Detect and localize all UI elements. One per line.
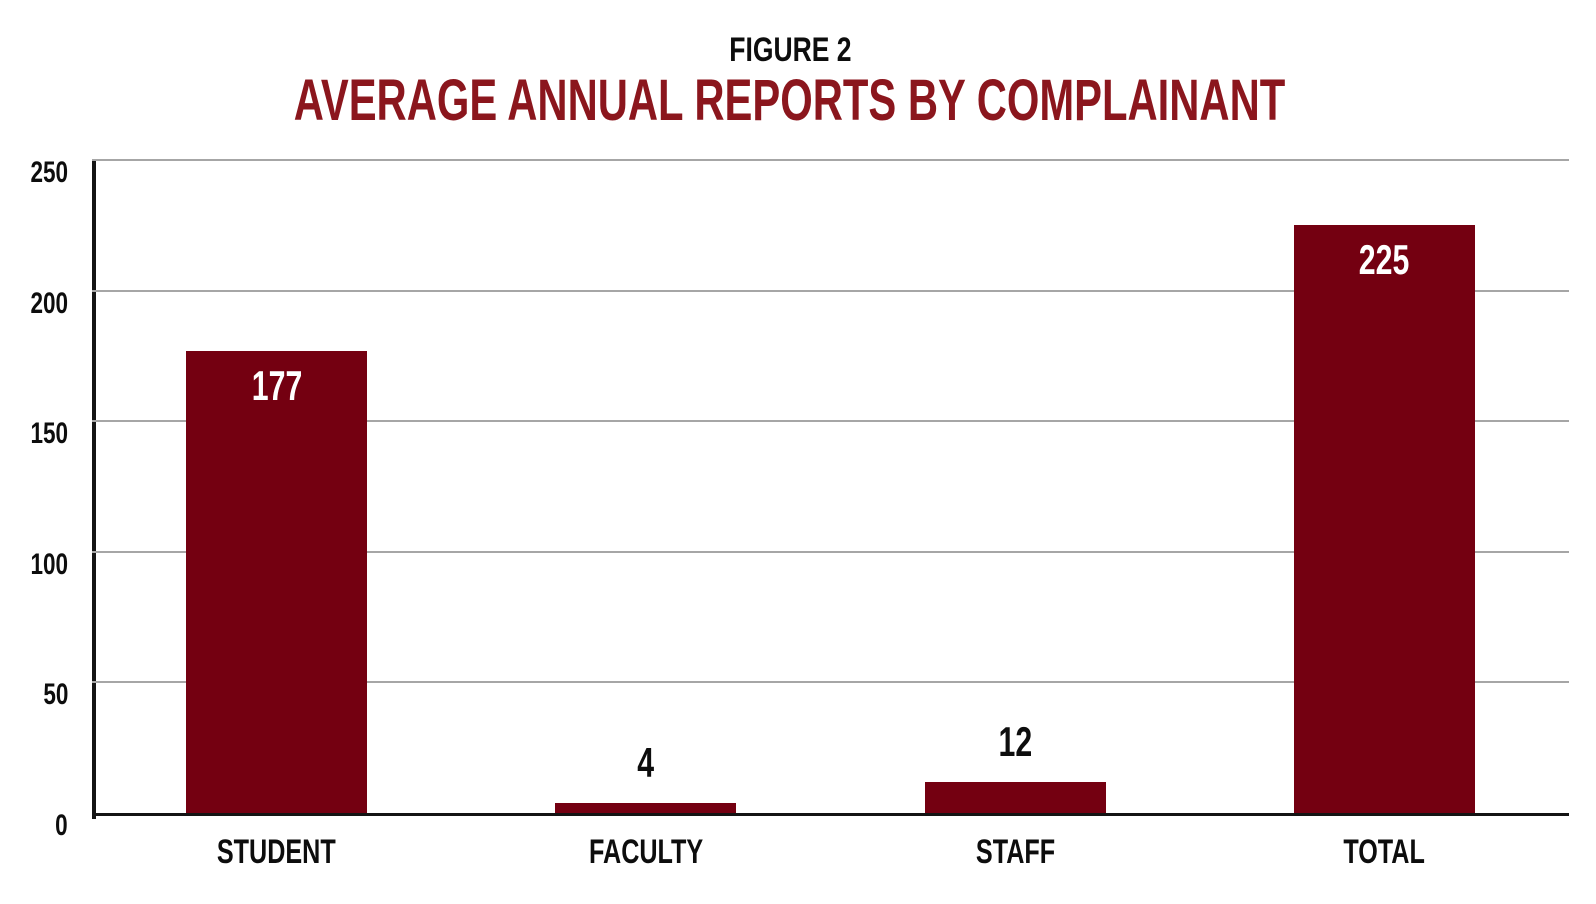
y-tick-label-50: 50 xyxy=(0,680,68,710)
y-tick-text: 150 xyxy=(30,417,68,451)
bar-value-label-faculty: 4 xyxy=(555,738,736,786)
y-tick-label-150: 150 xyxy=(0,419,68,449)
y-tick-text: 0 xyxy=(55,809,68,842)
gridline-100 xyxy=(92,550,1569,553)
bar-value-text: 177 xyxy=(251,361,302,409)
x-axis: STUDENT FACULTY STAFF TOTAL xyxy=(92,833,1569,876)
bar-faculty xyxy=(555,802,737,813)
bar-value-label-staff: 12 xyxy=(925,717,1106,765)
x-axis-line xyxy=(92,813,1569,816)
chart-title-text: AVERAGE ANNUAL REPORTS BY COMPLAINANT xyxy=(294,68,1286,133)
x-axis-label-student: STUDENT xyxy=(92,833,461,871)
bar-value-label-total: 225 xyxy=(1294,239,1475,281)
x-axis-label-text: FACULTY xyxy=(588,833,703,871)
y-tick-text: 250 xyxy=(30,156,68,189)
x-axis-label-text: STUDENT xyxy=(217,833,337,871)
y-tick-label-100: 100 xyxy=(0,547,68,581)
y-tick-label-0: 0 xyxy=(0,811,68,841)
gridline-200 xyxy=(92,289,1569,292)
y-tick-label-200: 200 xyxy=(0,286,68,320)
y-tick-label-250: 250 xyxy=(0,158,68,188)
y-axis-line xyxy=(92,160,96,819)
bar-total xyxy=(1293,225,1475,813)
y-tick-text: 200 xyxy=(30,286,68,320)
y-tick-text: 50 xyxy=(42,678,68,712)
y-axis: 0 50 100 150 200 250 xyxy=(0,158,68,860)
gridline-250 xyxy=(92,159,1569,161)
figure-label: FIGURE 2 xyxy=(0,31,1580,69)
x-axis-label-faculty: FACULTY xyxy=(461,833,830,871)
bar-value-text: 225 xyxy=(1359,236,1410,284)
bar-value-label-student: 177 xyxy=(186,361,367,409)
bar-value-text: 4 xyxy=(637,738,655,786)
figure-label-text: FIGURE 2 xyxy=(728,31,852,69)
plot-area: 177 4 12 225 xyxy=(92,159,1569,819)
x-axis-label-staff: STAFF xyxy=(831,833,1200,871)
gridline-50 xyxy=(92,681,1569,684)
bar-value-text: 12 xyxy=(998,717,1032,765)
chart-title: AVERAGE ANNUAL REPORTS BY COMPLAINANT xyxy=(0,71,1580,131)
y-tick-text: 100 xyxy=(30,547,68,581)
x-axis-label-text: TOTAL xyxy=(1343,833,1426,871)
x-axis-label-total: TOTAL xyxy=(1200,833,1569,871)
bar-staff xyxy=(924,781,1106,813)
gridline-150 xyxy=(92,420,1569,423)
bar-student xyxy=(186,350,368,813)
x-axis-label-text: STAFF xyxy=(975,833,1055,871)
